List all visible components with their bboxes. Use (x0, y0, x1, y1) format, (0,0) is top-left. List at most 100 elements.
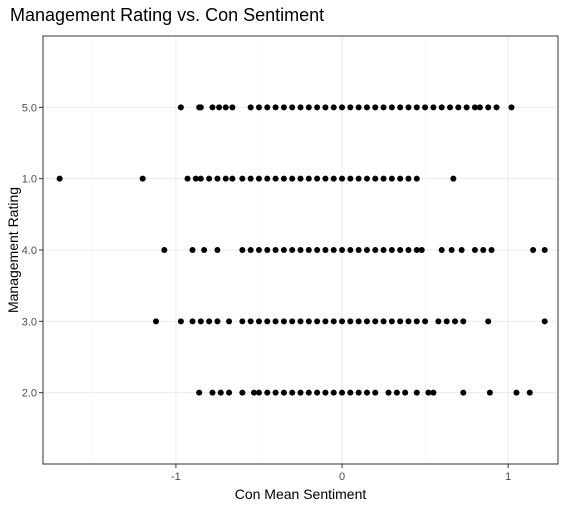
x-tick-label: 0 (339, 471, 345, 483)
data-point (397, 318, 404, 325)
data-point (513, 389, 520, 396)
data-point (222, 175, 229, 182)
data-point (485, 104, 492, 111)
data-point (355, 318, 362, 325)
data-point (247, 175, 254, 182)
data-point (161, 247, 168, 253)
y-axis-title: Management Rating (5, 187, 21, 313)
data-point (322, 247, 329, 253)
data-point (447, 104, 454, 111)
data-point (493, 104, 500, 111)
data-point (226, 389, 233, 396)
data-point (347, 175, 354, 182)
data-point (229, 104, 236, 111)
data-point (330, 175, 337, 182)
data-point (476, 104, 483, 111)
data-point (272, 318, 279, 325)
data-point (460, 318, 467, 325)
data-point (413, 318, 420, 325)
data-point (289, 247, 296, 253)
data-point (322, 389, 329, 396)
data-point (443, 318, 450, 325)
data-point (435, 318, 442, 325)
x-axis-title: Con Mean Sentiment (235, 486, 367, 502)
data-point (541, 247, 548, 253)
data-point (305, 104, 312, 111)
data-point (330, 104, 337, 111)
data-point (385, 389, 392, 396)
data-point (508, 104, 515, 111)
data-point (530, 247, 537, 253)
data-point (388, 318, 395, 325)
chart-title: Management Rating vs. Con Sentiment (10, 5, 324, 25)
data-point (289, 104, 296, 111)
data-point (339, 389, 346, 396)
data-point (314, 247, 321, 253)
data-point (402, 389, 409, 396)
data-point (322, 318, 329, 325)
data-point (272, 175, 279, 182)
data-point (264, 175, 271, 182)
data-point (458, 247, 465, 253)
data-point (380, 104, 387, 111)
data-point (177, 318, 184, 325)
data-point (189, 247, 196, 253)
data-point (56, 175, 63, 182)
data-point (305, 389, 312, 396)
data-point (289, 318, 296, 325)
data-point (217, 389, 224, 396)
data-point (541, 318, 548, 325)
data-point (380, 247, 387, 253)
data-point (330, 247, 337, 253)
data-point (339, 318, 346, 325)
data-point (372, 175, 379, 182)
x-tick-label: -1 (171, 471, 181, 483)
data-point (372, 318, 379, 325)
data-point (206, 318, 213, 325)
data-point (405, 247, 412, 253)
data-point (471, 247, 478, 253)
data-point (438, 247, 445, 253)
data-point (339, 104, 346, 111)
data-point (314, 104, 321, 111)
data-point (305, 247, 312, 253)
data-point (355, 389, 362, 396)
y-tick-label: 4.0 (22, 245, 37, 257)
data-point (397, 104, 404, 111)
data-point (184, 175, 191, 182)
data-point (264, 389, 271, 396)
data-point (405, 104, 412, 111)
data-point (463, 104, 470, 111)
data-point (330, 389, 337, 396)
data-point (280, 175, 287, 182)
data-point (222, 104, 229, 111)
data-point (314, 175, 321, 182)
data-point (363, 389, 370, 396)
data-point (214, 247, 221, 253)
data-point (450, 175, 457, 182)
data-point (209, 104, 216, 111)
data-point (355, 104, 362, 111)
data-point (413, 247, 420, 253)
data-point (430, 104, 437, 111)
data-points (56, 104, 548, 396)
data-point (363, 247, 370, 253)
data-point (448, 247, 455, 253)
data-point (192, 175, 199, 182)
data-point (405, 318, 412, 325)
data-point (280, 247, 287, 253)
data-point (216, 104, 223, 111)
data-point (255, 389, 262, 396)
data-point (272, 247, 279, 253)
data-point (264, 318, 271, 325)
data-point (280, 318, 287, 325)
y-tick-label: 1.0 (22, 174, 37, 186)
data-point (425, 389, 432, 396)
data-point (355, 175, 362, 182)
data-point (413, 175, 420, 182)
data-point (280, 389, 287, 396)
data-point (363, 318, 370, 325)
data-point (471, 104, 478, 111)
data-point (438, 104, 445, 111)
